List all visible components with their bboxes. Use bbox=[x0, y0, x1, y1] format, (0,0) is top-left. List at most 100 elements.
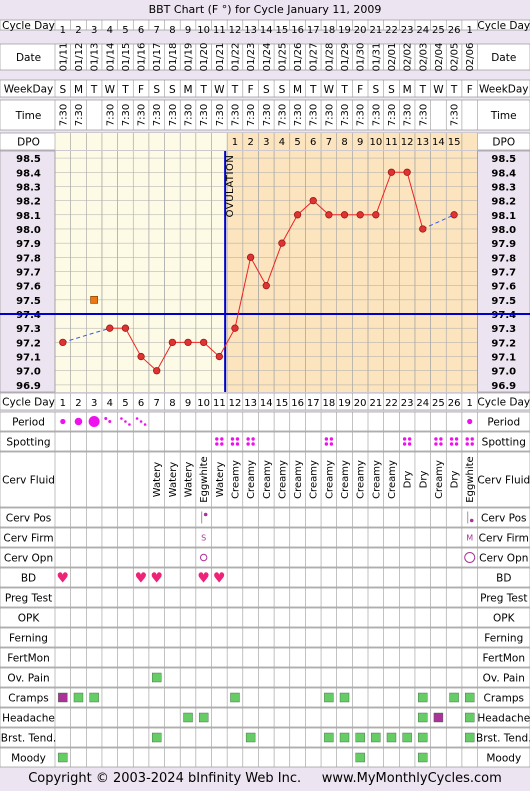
row-label-left: Cerv Fluid bbox=[2, 475, 55, 487]
cycle-day-number: 5 bbox=[122, 398, 128, 409]
spotting-dot bbox=[324, 442, 329, 446]
row-bg-headache bbox=[0, 707, 530, 728]
row-label-right: Brst. Tend. bbox=[476, 733, 530, 745]
time-label: 7:30 bbox=[74, 104, 85, 126]
temp-line-segment bbox=[281, 214, 299, 244]
y-tick-label-right: 97.0 bbox=[491, 367, 516, 378]
row-label-right: Ferning bbox=[484, 633, 523, 645]
site-link[interactable]: www.MyMonthlyCycles.com bbox=[322, 771, 502, 786]
weekday-label: F bbox=[467, 84, 473, 96]
row-label-left: Cramps bbox=[8, 693, 48, 705]
y-tick-label-right: 97.9 bbox=[491, 239, 516, 250]
cycle-day-number: 21 bbox=[369, 25, 382, 36]
spotting-dot bbox=[434, 437, 438, 441]
cycle-day-number: 18 bbox=[323, 25, 336, 36]
temp-point bbox=[121, 324, 130, 332]
spotting-dot bbox=[230, 442, 235, 446]
weekday-label: M bbox=[403, 84, 412, 96]
cramps-marker bbox=[324, 692, 334, 703]
spotting-dot bbox=[470, 442, 474, 446]
weekday-label: S bbox=[263, 84, 270, 96]
date-label: 01/11 bbox=[58, 43, 69, 72]
row-label-left: Time bbox=[15, 110, 42, 122]
cycle-day-number: 14 bbox=[260, 25, 273, 36]
row-bg-cerv_firm bbox=[0, 527, 530, 548]
temp-point bbox=[137, 352, 145, 361]
cerv-pos-dot bbox=[469, 518, 474, 523]
cerv-pos-dot bbox=[203, 512, 208, 517]
spotting-dot bbox=[230, 437, 235, 441]
cramps-marker bbox=[89, 692, 99, 703]
temp-point bbox=[168, 338, 177, 347]
row-bg-time bbox=[0, 99, 530, 131]
date-label: 01/27 bbox=[309, 43, 320, 72]
cerv-fluid-label: Creamy bbox=[434, 460, 445, 499]
temp-point bbox=[387, 168, 396, 176]
period-dot bbox=[74, 417, 83, 426]
cerv-fluid-label: Creamy bbox=[230, 460, 241, 499]
temp-point bbox=[246, 253, 255, 261]
temp-line-segment bbox=[406, 172, 424, 230]
brst-tend-marker bbox=[152, 732, 162, 743]
ovulation-label: OVULATION bbox=[225, 155, 236, 218]
cramps-marker bbox=[58, 692, 68, 703]
cerv-fluid-label: Creamy bbox=[340, 460, 351, 499]
cycle-day-number: 15 bbox=[276, 25, 289, 36]
cerv-fluid-label: Watery bbox=[184, 462, 195, 498]
moody-marker bbox=[355, 752, 365, 763]
row-bg-spotting bbox=[0, 431, 530, 452]
y-tick-label-left: 98.2 bbox=[16, 197, 41, 208]
y-tick-label-left: 97.3 bbox=[16, 324, 41, 335]
bd-heart-icon: ♥ bbox=[135, 571, 148, 587]
time-label: 7:30 bbox=[387, 104, 398, 126]
cerv-fluid-label: Dry bbox=[418, 471, 429, 489]
temp-line-segment bbox=[62, 327, 110, 343]
date-label: 01/13 bbox=[90, 43, 101, 72]
temp-point bbox=[59, 338, 67, 347]
temp-point bbox=[403, 168, 411, 176]
weekday-label: T bbox=[450, 84, 458, 96]
spotting-dot bbox=[449, 437, 454, 441]
spotting-dot bbox=[251, 437, 255, 441]
cramps-marker bbox=[465, 692, 475, 703]
weekday-label: S bbox=[59, 84, 66, 96]
cycle-day-number: 20 bbox=[354, 398, 367, 409]
date-label: 01/23 bbox=[246, 43, 257, 72]
row-label-left: Headache bbox=[2, 713, 55, 725]
weekday-label: T bbox=[90, 84, 98, 96]
dpo-number: 6 bbox=[310, 137, 316, 148]
period-dot bbox=[60, 418, 66, 425]
row-label-right: Preg Test bbox=[480, 593, 527, 605]
period-spot-dot bbox=[135, 417, 139, 420]
weekday-label: T bbox=[419, 84, 427, 96]
spotting-dot bbox=[329, 437, 334, 441]
cerv-firm-letter: M bbox=[466, 534, 473, 543]
row-label-left: Spotting bbox=[6, 437, 50, 449]
cycle-day-number: 13 bbox=[244, 25, 257, 36]
period-dot bbox=[467, 418, 473, 425]
row-bg-cycle_day bbox=[0, 19, 530, 31]
date-label: 01/15 bbox=[121, 43, 132, 72]
time-label: 7:30 bbox=[418, 104, 429, 126]
bd-heart-icon: ♥ bbox=[197, 571, 210, 587]
cycle-day-number: 13 bbox=[244, 398, 257, 409]
y-tick-label-left: 98.0 bbox=[16, 225, 41, 236]
weekday-label: M bbox=[183, 84, 192, 96]
cycle-day-number: 23 bbox=[401, 25, 414, 36]
headache-marker bbox=[418, 712, 428, 723]
cerv-fluid-label: Creamy bbox=[387, 460, 398, 499]
temp-line-segment bbox=[375, 172, 392, 215]
temp-point bbox=[215, 352, 223, 361]
weekday-label: T bbox=[340, 84, 348, 96]
headache-marker bbox=[183, 712, 193, 723]
row-label-left: Moody bbox=[11, 753, 46, 765]
cerv-fluid-label: Watery bbox=[215, 462, 226, 498]
brst-tend-marker bbox=[245, 732, 256, 743]
chart-left-frame bbox=[0, 150, 56, 393]
time-label: 7:30 bbox=[199, 104, 210, 126]
time-label: 7:30 bbox=[356, 104, 367, 126]
bd-heart-icon: ♥ bbox=[150, 571, 163, 587]
bd-heart-icon: ♥ bbox=[213, 571, 226, 587]
